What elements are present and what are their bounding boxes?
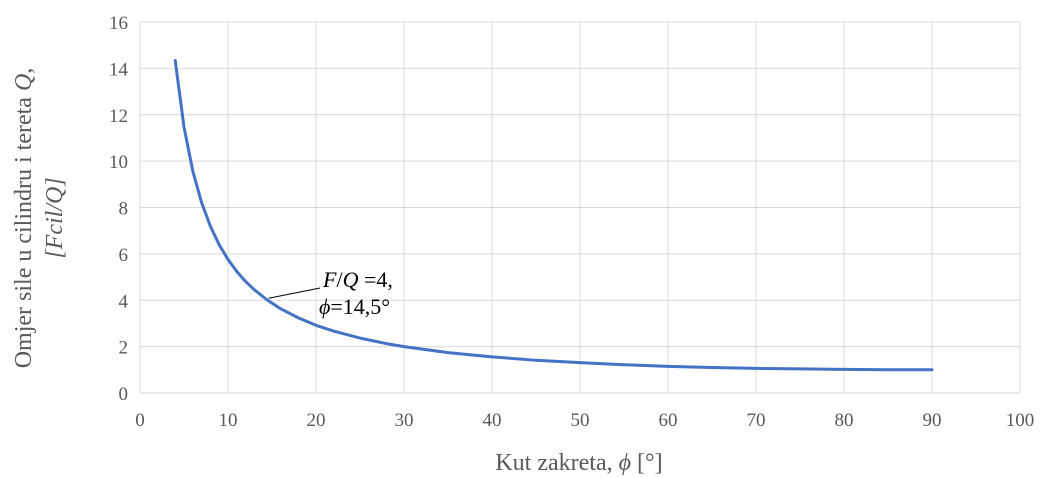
x-axis-title-unit: [°] [631,450,663,476]
series-line [173,58,934,372]
y-tick-label: 14 [109,59,129,80]
x-axis-title-symbol: ϕ [619,450,631,476]
y-tick-label: 0 [119,384,129,405]
x-tick-label: 40 [483,410,502,431]
annotation-f: F [322,267,337,292]
annotation-leader-line [268,287,321,299]
y-tick-label: 8 [119,199,129,220]
x-tick-labels: 0 10 20 30 40 50 60 70 80 90 100 [135,410,1034,431]
y-axis-title: Omjer sile u cilindru i tereta Q, [Fcil/… [11,68,68,369]
x-tick-label: 80 [835,410,854,431]
y-axis-title-line2: [Fcil/Q] [42,177,68,258]
annotation-phi-symbol: ϕ [319,294,330,319]
y-axis-title-q: Q [11,74,37,91]
x-tick-label: 50 [571,410,590,431]
y-axis-title-text: Omjer sile u cilindru i tereta [11,91,37,368]
y-tick-label: 6 [119,245,129,266]
x-tick-label: 20 [307,410,326,431]
x-axis-title-text: Kut zakreta, [495,450,618,476]
annotation-ratio-value: =4, [358,267,392,292]
x-tick-label: 30 [395,410,414,431]
x-tick-label: 90 [923,410,942,431]
x-tick-label: 70 [747,410,766,431]
annotation-slash: / [336,267,343,292]
y-tick-label: 4 [119,291,129,312]
y-tick-label: 2 [119,338,129,359]
y-tick-label: 10 [109,152,128,173]
x-axis-title: Kut zakreta, ϕ [°] [495,450,662,476]
x-tick-label: 10 [219,410,238,431]
y-tick-label: 16 [109,13,128,34]
y-axis-title-comma: , [11,68,37,74]
x-tick-label: 60 [659,410,678,431]
x-tick-label: 100 [1006,410,1035,431]
y-tick-labels: 0 2 4 6 8 10 12 14 16 [109,13,129,405]
y-axis-title-line1: Omjer sile u cilindru i tereta Q, [11,68,37,369]
annotation-q: Q [343,267,359,292]
annotation-label-line2: ϕ=14,5° [319,294,390,319]
x-gridlines [139,22,1021,393]
annotation-label-line1: F/Q =4, [322,267,393,292]
x-tick-label: 0 [135,410,145,431]
annotation-angle-value: =14,5° [330,294,390,319]
y-tick-label: 12 [109,106,128,127]
